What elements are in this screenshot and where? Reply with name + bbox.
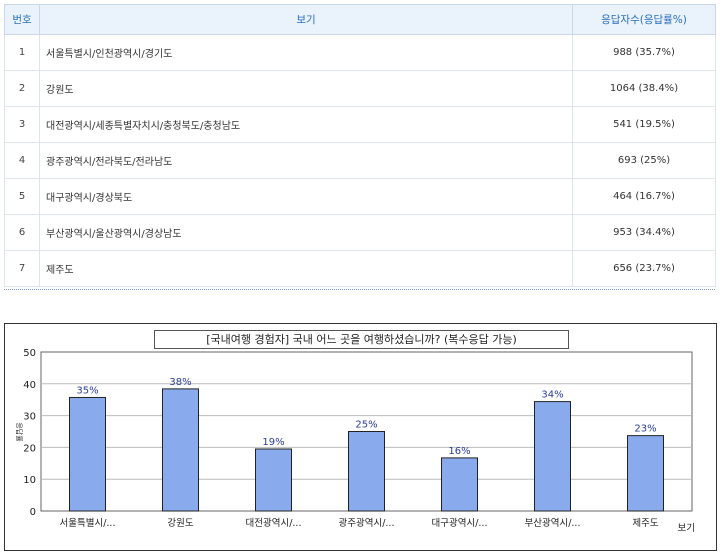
table-header-row: 번호 보기 응답자수(응답률%)	[4, 4, 716, 35]
row-no: 3	[4, 106, 40, 143]
row-item: 강원도	[39, 70, 573, 107]
header-value: 응답자수(응답률%)	[572, 4, 716, 35]
row-no: 4	[4, 142, 40, 179]
x-tick-label: 제주도	[632, 518, 658, 529]
row-no: 6	[4, 214, 40, 251]
bar	[441, 457, 478, 512]
x-tick-label: 강원도	[167, 518, 193, 529]
table-row: 6 부산광역시/울산광역시/경상남도 953 (34.4%)	[4, 214, 716, 251]
row-item: 광주광역시/전라북도/전라남도	[39, 142, 573, 179]
table-row: 1 서울특별시/인천광역시/경기도 988 (35.7%)	[4, 34, 716, 71]
x-tick-label: 서울특별시/...	[60, 518, 116, 529]
chart-title: [국내여행 경험자] 국내 어느 곳을 여행하셨습니까? (복수응답 가능)	[154, 330, 569, 349]
row-value: 693 (25%)	[572, 142, 716, 179]
header-item: 보기	[39, 4, 573, 35]
chart-panel: 0 10 20 30 40 50 응답률 35% 서울특별시/... 38% 강원도 19% 대전광역시…	[4, 323, 717, 551]
y-tick-label: 30	[23, 412, 36, 423]
row-value: 1064 (38.4%)	[572, 70, 716, 107]
x-tick-label: 부산광역시/...	[525, 517, 581, 529]
data-label: 34%	[541, 390, 563, 401]
data-label: 19%	[262, 437, 284, 448]
x-axis-label: 보기	[678, 523, 695, 534]
row-value: 464 (16.7%)	[572, 178, 716, 215]
row-item: 대구광역시/경상북도	[39, 178, 573, 215]
data-label: 16%	[448, 446, 470, 457]
data-label: 23%	[634, 424, 656, 435]
table-row: 7 제주도 656 (23.7%)	[4, 250, 716, 287]
bar	[627, 435, 664, 512]
data-label: 25%	[355, 420, 377, 431]
y-tick-label: 0	[30, 507, 36, 518]
row-item: 부산광역시/울산광역시/경상남도	[39, 214, 573, 251]
y-tick-label: 50	[23, 348, 36, 359]
bar	[348, 431, 385, 512]
table-row: 3 대전광역시/세종특별자치시/충청북도/충청남도 541 (19.5%)	[4, 106, 716, 143]
x-tick-label: 대구광역시/...	[432, 517, 488, 529]
y-tick-label: 20	[23, 443, 36, 454]
row-item: 대전광역시/세종특별자치시/충청북도/충청남도	[39, 106, 573, 143]
row-value: 656 (23.7%)	[572, 250, 716, 287]
bar-chart: 0 10 20 30 40 50 응답률 35% 서울특별시/... 38% 강원도 19% 대전광역시…	[15, 348, 695, 534]
table-row: 5 대구광역시/경상북도 464 (16.7%)	[4, 178, 716, 215]
row-item: 제주도	[39, 250, 573, 287]
row-value: 541 (19.5%)	[572, 106, 716, 143]
row-no: 7	[4, 250, 40, 287]
response-table-container: 번호 보기 응답자수(응답률%) 1 서울특별시/인천광역시/경기도 988 (…	[4, 4, 716, 290]
row-no: 2	[4, 70, 40, 107]
row-item: 서울특별시/인천광역시/경기도	[39, 34, 573, 71]
bar	[534, 401, 571, 512]
response-table: 번호 보기 응답자수(응답률%) 1 서울특별시/인천광역시/경기도 988 (…	[4, 4, 716, 287]
y-axis-label: 응답률	[15, 422, 24, 442]
bar	[162, 388, 199, 512]
data-label: 38%	[169, 377, 191, 388]
table-row: 2 강원도 1064 (38.4%)	[4, 70, 716, 107]
row-no: 1	[4, 34, 40, 71]
y-tick-label: 40	[23, 380, 36, 391]
table-row: 4 광주광역시/전라북도/전라남도 693 (25%)	[4, 142, 716, 179]
row-no: 5	[4, 178, 40, 215]
header-no: 번호	[4, 4, 40, 35]
row-value: 988 (35.7%)	[572, 34, 716, 71]
bar	[255, 448, 292, 512]
y-tick-label: 10	[23, 475, 36, 486]
data-label: 35%	[76, 385, 98, 396]
row-value: 953 (34.4%)	[572, 214, 716, 251]
x-tick-label: 대전광역시/...	[246, 517, 302, 529]
bar	[69, 396, 106, 512]
x-tick-label: 광주광역시/...	[339, 517, 395, 529]
